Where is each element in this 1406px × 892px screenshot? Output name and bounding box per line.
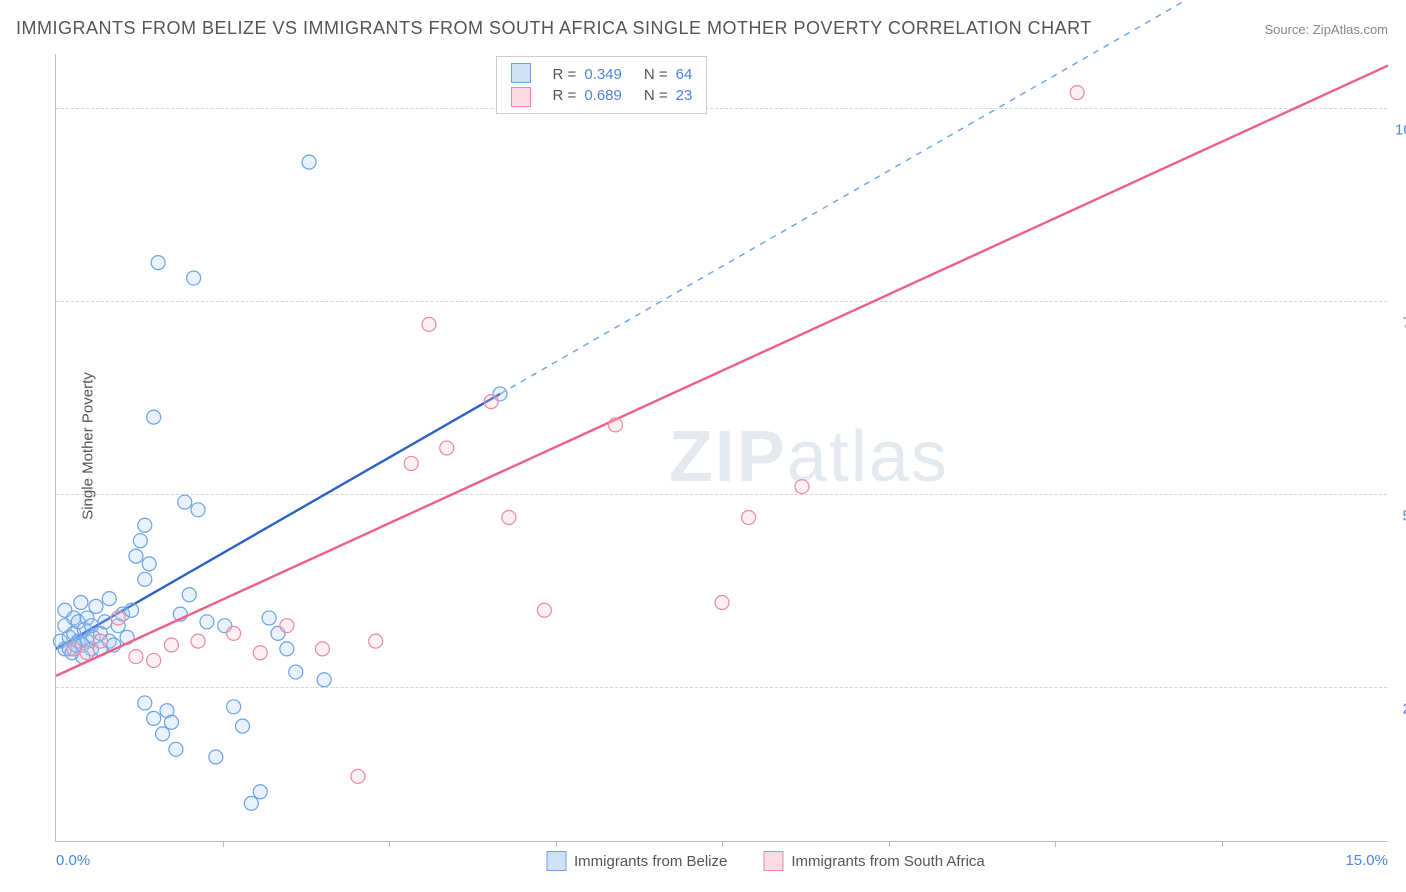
data-point-south_africa [537, 603, 551, 617]
data-point-belize [200, 615, 214, 629]
legend-n: N = 23 [644, 87, 692, 104]
data-point-south_africa [253, 646, 267, 660]
legend-r: R = 0.689 [553, 87, 622, 104]
chart-title: IMMIGRANTS FROM BELIZE VS IMMIGRANTS FRO… [16, 18, 1092, 39]
data-point-belize [129, 549, 143, 563]
legend-r: R = 0.349 [553, 66, 622, 83]
legend-swatch [763, 851, 783, 871]
data-point-south_africa [484, 395, 498, 409]
data-point-south_africa [1070, 86, 1084, 100]
data-point-south_africa [191, 634, 205, 648]
data-point-belize [289, 665, 303, 679]
data-point-belize [191, 503, 205, 517]
data-point-south_africa [164, 638, 178, 652]
data-point-south_africa [742, 511, 756, 525]
data-point-belize [178, 495, 192, 509]
data-point-belize [102, 592, 116, 606]
data-point-belize [187, 271, 201, 285]
data-point-belize [244, 796, 258, 810]
data-point-south_africa [129, 650, 143, 664]
data-point-belize [124, 603, 138, 617]
data-point-south_africa [67, 642, 81, 656]
data-point-belize [74, 596, 88, 610]
x-tick-label: 0.0% [56, 852, 90, 869]
legend-n: N = 64 [644, 66, 692, 83]
data-point-south_africa [227, 626, 241, 640]
trend-line-south_africa [56, 66, 1388, 676]
data-point-south_africa [111, 611, 125, 625]
data-point-belize [138, 572, 152, 586]
data-point-belize [151, 256, 165, 270]
data-point-belize [280, 642, 294, 656]
data-point-belize [138, 696, 152, 710]
data-point-belize [138, 518, 152, 532]
data-point-belize [262, 611, 276, 625]
legend-label: Immigrants from Belize [574, 853, 727, 870]
data-point-belize [164, 715, 178, 729]
data-point-south_africa [280, 619, 294, 633]
data-point-south_africa [147, 653, 161, 667]
data-point-belize [89, 599, 103, 613]
legend-item: Immigrants from Belize [546, 851, 727, 871]
data-point-belize [133, 534, 147, 548]
scatter-svg [56, 54, 1388, 842]
data-point-south_africa [502, 511, 516, 525]
data-point-belize [182, 588, 196, 602]
x-tick-label: 15.0% [1345, 852, 1388, 869]
data-point-south_africa [440, 441, 454, 455]
y-tick-label: 50.0% [1395, 508, 1406, 525]
data-point-belize [253, 785, 267, 799]
data-point-south_africa [351, 769, 365, 783]
data-point-belize [142, 557, 156, 571]
data-point-belize [98, 615, 112, 629]
data-point-belize [235, 719, 249, 733]
legend-swatch [511, 87, 531, 107]
data-point-belize [156, 727, 170, 741]
legend-item: Immigrants from South Africa [763, 851, 984, 871]
legend-swatch [511, 63, 531, 83]
data-point-belize [209, 750, 223, 764]
y-tick-label: 25.0% [1395, 701, 1406, 718]
series-legend: Immigrants from Belize Immigrants from So… [546, 851, 985, 871]
data-point-south_africa [404, 456, 418, 470]
data-point-south_africa [369, 634, 383, 648]
data-point-south_africa [315, 642, 329, 656]
data-point-south_africa [715, 596, 729, 610]
legend-label: Immigrants from South Africa [791, 853, 984, 870]
y-tick-label: 100.0% [1395, 122, 1406, 139]
data-point-belize [302, 155, 316, 169]
data-point-belize [147, 711, 161, 725]
data-point-south_africa [608, 418, 622, 432]
legend-swatch [546, 851, 566, 871]
data-point-south_africa [795, 480, 809, 494]
data-point-belize [169, 742, 183, 756]
data-point-belize [227, 700, 241, 714]
data-point-belize [317, 673, 331, 687]
data-point-south_africa [93, 634, 107, 648]
data-point-south_africa [422, 317, 436, 331]
data-point-belize [147, 410, 161, 424]
data-point-south_africa [80, 646, 94, 660]
plot-area: 25.0%50.0%75.0%100.0%0.0%15.0%ZIPatlasR … [55, 54, 1387, 842]
y-tick-label: 75.0% [1395, 315, 1406, 332]
chart-container: IMMIGRANTS FROM BELIZE VS IMMIGRANTS FRO… [0, 0, 1406, 892]
correlation-legend: R = 0.349 R = 0.689 N = 64 N = 23 [496, 56, 708, 114]
source-label: Source: ZipAtlas.com [1264, 22, 1388, 37]
